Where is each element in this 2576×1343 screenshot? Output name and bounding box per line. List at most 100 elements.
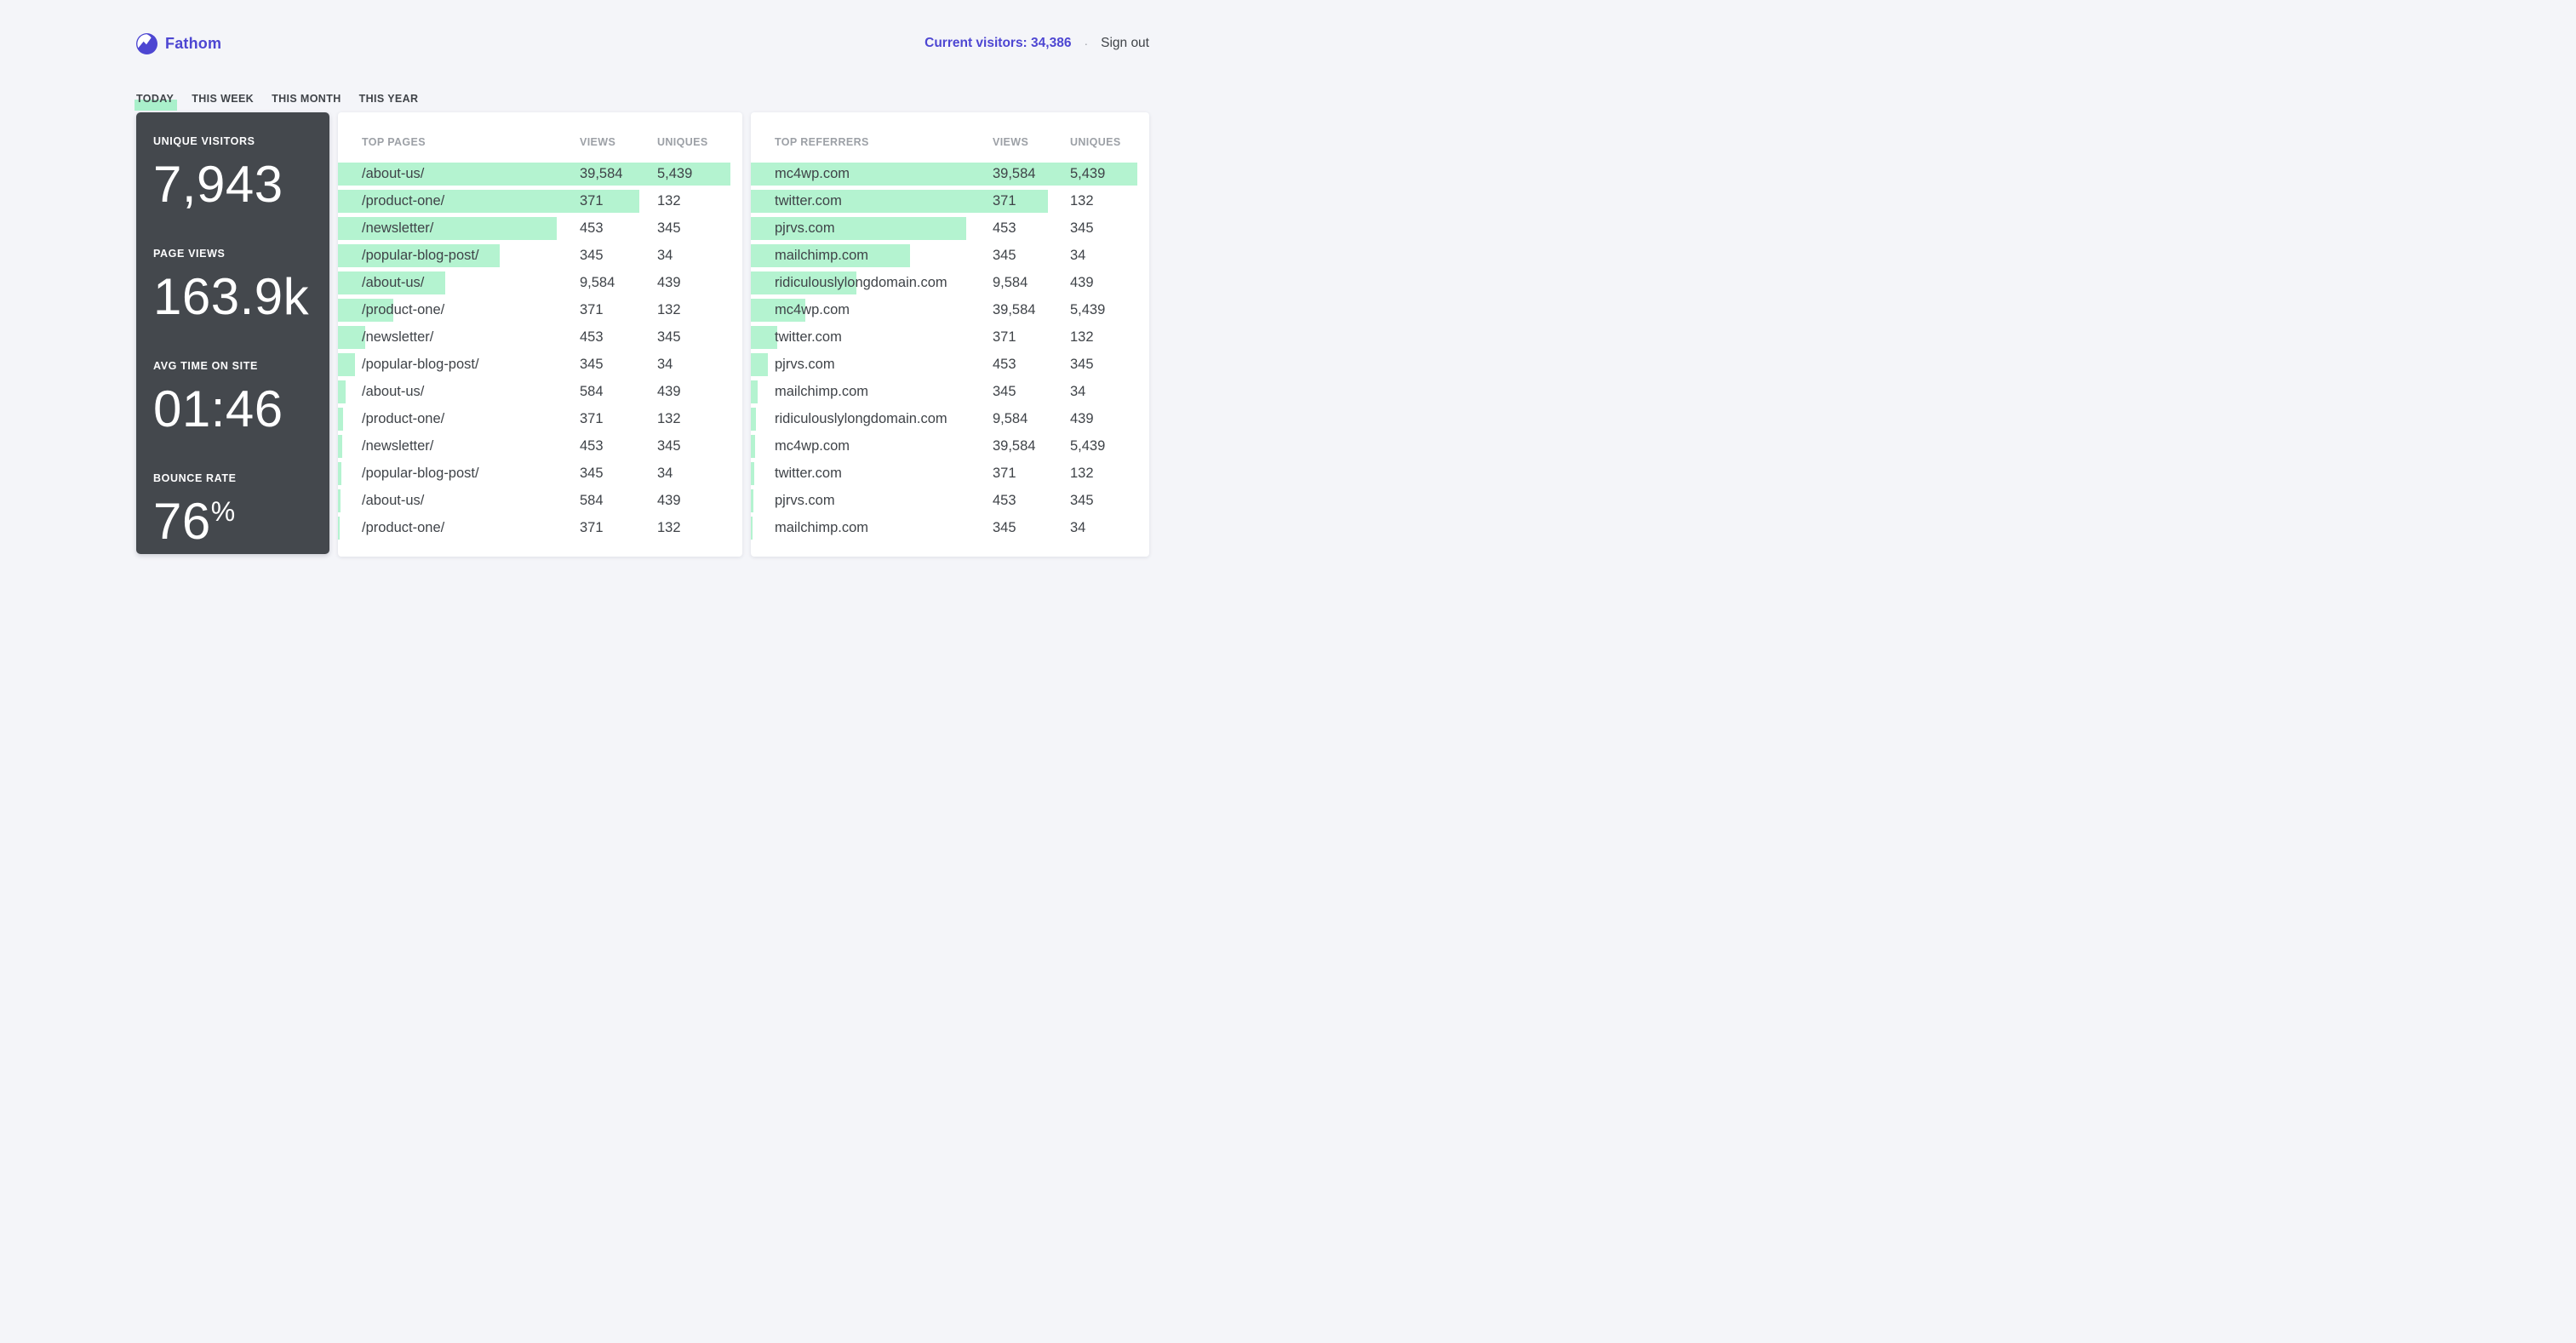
row-value-bar	[751, 489, 753, 512]
column-header-top-pages: TOP PAGES	[362, 136, 426, 148]
row-value-bar	[751, 163, 1137, 186]
row-views: 371	[580, 411, 604, 426]
stat-label: AVG TIME ON SITE	[153, 360, 258, 372]
top-referrers-row: twitter.com 371 132	[751, 326, 1149, 349]
top-pages-row: /newsletter/453 345	[338, 435, 742, 458]
row-value-bar	[338, 244, 500, 267]
top-pages-row: /about-us/9,584 439	[338, 271, 742, 294]
current-visitors-link[interactable]: Current visitors: 34,386	[924, 36, 1072, 50]
tab-this-month[interactable]: THIS MONTH	[272, 93, 341, 105]
row-value-bar	[338, 326, 365, 349]
stat-bounce-rate: BOUNCE RATE 76%	[153, 472, 312, 558]
percent-sign: %	[210, 496, 236, 527]
top-pages-row: /popular-blog-post/345 34	[338, 462, 742, 485]
tab-this-year[interactable]: THIS YEAR	[358, 93, 419, 105]
row-views: 453	[580, 329, 604, 345]
row-views: 345	[580, 357, 604, 372]
stat-unique-visitors: UNIQUE VISITORS 7,943	[153, 135, 312, 221]
row-value-bar	[338, 163, 730, 186]
row-views: 453	[993, 220, 1016, 236]
row-name: mailchimp.com	[775, 384, 869, 399]
stat-value: 76%	[153, 493, 236, 550]
row-uniques: 5,439	[1070, 166, 1106, 181]
row-uniques: 132	[1070, 329, 1094, 345]
row-views: 39,584	[993, 166, 1036, 181]
row-views: 371	[580, 520, 604, 535]
top-pages-row: /product-one/371 132	[338, 299, 742, 322]
row-name: /newsletter/	[362, 220, 434, 236]
stat-value: 01:46	[153, 380, 283, 437]
top-pages-row: /popular-blog-post/345 34	[338, 353, 742, 376]
row-value-bar	[338, 517, 340, 540]
row-name: /product-one/	[362, 302, 445, 317]
row-name: /about-us/	[362, 275, 425, 290]
top-referrers-row: mc4wp.com 39,584 5,439	[751, 299, 1149, 322]
row-uniques: 34	[1070, 520, 1086, 535]
dot-separator: ·	[1084, 37, 1089, 50]
top-pages-row: /product-one/371 132	[338, 190, 742, 213]
row-name: /about-us/	[362, 166, 425, 181]
row-views: 371	[580, 302, 604, 317]
tab-today[interactable]: TODAY	[134, 93, 178, 111]
top-referrers-row: pjrvs.com 453 345	[751, 217, 1149, 240]
row-value-bar	[751, 190, 1048, 213]
top-referrers-row: mailchimp.com 345 34	[751, 380, 1149, 403]
top-pages-row: /about-us/584 439	[338, 380, 742, 403]
row-views: 453	[580, 220, 604, 236]
column-header-views: VIEWS	[580, 136, 616, 148]
row-name: mc4wp.com	[775, 302, 850, 317]
stat-value: 163.9k	[153, 268, 310, 325]
row-name: /popular-blog-post/	[362, 357, 479, 372]
row-name: /popular-blog-post/	[362, 248, 479, 263]
row-name: ridiculouslylongdomain.com	[775, 411, 947, 426]
row-views: 371	[580, 193, 604, 209]
row-views: 39,584	[993, 302, 1036, 317]
top-pages-row: /about-us/39,584 5,439	[338, 163, 742, 186]
row-name: twitter.com	[775, 466, 842, 481]
top-referrers-row: mc4wp.com 39,584 5,439	[751, 435, 1149, 458]
row-value-bar	[751, 380, 758, 403]
row-views: 453	[993, 493, 1016, 508]
dashboard-page: Fathom Current visitors: 34,386 · Sign o…	[134, 0, 1149, 557]
row-value-bar	[751, 517, 753, 540]
row-uniques: 132	[1070, 193, 1094, 209]
row-name: /product-one/	[362, 520, 445, 535]
row-views: 345	[993, 384, 1016, 399]
row-name: mc4wp.com	[775, 438, 850, 454]
row-views: 371	[993, 466, 1016, 481]
top-pages-row: /newsletter/453 345	[338, 326, 742, 349]
top-pages-rows: /about-us/39,584 5,439/product-one/371 132…	[338, 163, 742, 540]
top-referrers-row: mailchimp.com 345 34	[751, 517, 1149, 540]
row-value-bar	[751, 271, 857, 294]
row-uniques: 34	[1070, 384, 1086, 399]
row-views: 345	[993, 520, 1016, 535]
stat-label: PAGE VIEWS	[153, 248, 226, 260]
row-value-bar	[751, 462, 754, 485]
top-referrers-row: ridiculouslylongdomain.com 9,584 439	[751, 271, 1149, 294]
summary-stats-card: UNIQUE VISITORS 7,943 PAGE VIEWS 163.9k …	[136, 112, 329, 554]
top-pages-card: TOP PAGES VIEWS UNIQUES /about-us/39,584…	[338, 112, 742, 557]
row-name: twitter.com	[775, 193, 842, 209]
tab-this-week[interactable]: THIS WEEK	[192, 93, 255, 105]
sign-out-link[interactable]: Sign out	[1101, 36, 1149, 50]
top-pages-row: /about-us/584 439	[338, 489, 742, 512]
top-pages-header: TOP PAGES VIEWS UNIQUES	[338, 112, 742, 163]
row-name: pjrvs.com	[775, 220, 835, 236]
row-name: /newsletter/	[362, 329, 434, 345]
stat-label: UNIQUE VISITORS	[153, 135, 255, 147]
row-name: /about-us/	[362, 384, 425, 399]
top-referrers-row: mailchimp.com 345 34	[751, 244, 1149, 267]
row-value-bar	[338, 380, 346, 403]
column-header-views: VIEWS	[993, 136, 1029, 148]
row-name: /newsletter/	[362, 438, 434, 454]
row-views: 371	[993, 329, 1016, 345]
top-pages-row: /newsletter/453 345	[338, 217, 742, 240]
app-header: Fathom Current visitors: 34,386 · Sign o…	[136, 0, 1149, 54]
top-referrers-card: TOP REFERRERS VIEWS UNIQUES mc4wp.com 39,…	[751, 112, 1149, 557]
row-uniques: 439	[1070, 275, 1094, 290]
row-views: 584	[580, 493, 604, 508]
brand-name: Fathom	[165, 34, 222, 52]
brand[interactable]: Fathom	[136, 32, 222, 54]
row-uniques: 439	[657, 493, 681, 508]
row-uniques: 345	[657, 220, 681, 236]
